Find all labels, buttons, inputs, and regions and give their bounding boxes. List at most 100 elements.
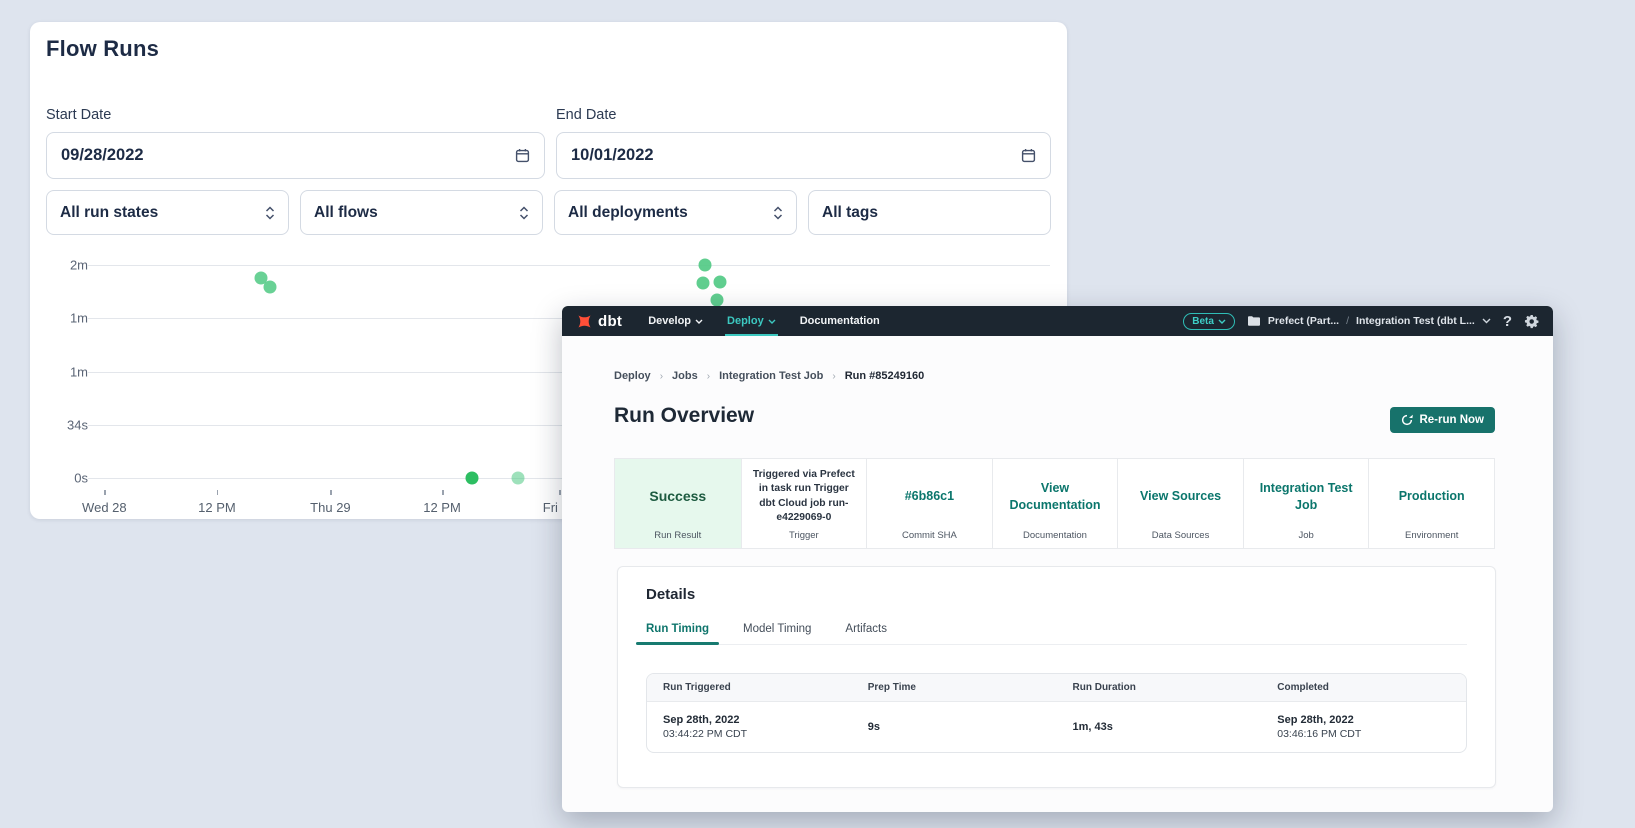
status-card-label: Environment xyxy=(1405,530,1459,541)
status-card-environment[interactable]: Production Environment xyxy=(1368,459,1494,548)
breadcrumb-item[interactable]: Jobs xyxy=(672,370,698,382)
dbt-nav-items: Develop Deploy Documentation xyxy=(648,306,904,336)
cell-date: Sep 28th, 2022 xyxy=(1277,714,1354,726)
settings-gear-icon[interactable] xyxy=(1524,314,1539,329)
status-card-value[interactable]: #6b86c1 xyxy=(904,489,955,504)
column-header: Run Duration xyxy=(1072,682,1136,693)
chevron-updown-icon xyxy=(773,205,783,220)
status-card-label: Run Result xyxy=(654,530,702,541)
filter-select-run-states[interactable]: All run states xyxy=(46,190,289,235)
flow-run-data-point[interactable] xyxy=(263,280,277,294)
chart-gridline xyxy=(88,265,1050,266)
help-icon[interactable]: ? xyxy=(1502,312,1512,330)
y-axis-tick-label: 34s xyxy=(67,417,88,433)
nav-item-develop[interactable]: Develop xyxy=(648,306,703,336)
chevron-down-icon xyxy=(1218,319,1226,324)
status-card-value[interactable]: Integration Test Job xyxy=(1259,481,1353,512)
flow-run-data-point[interactable] xyxy=(696,276,710,290)
breadcrumb-item: Run #85249160 xyxy=(844,370,925,382)
table-cell: 9s xyxy=(852,721,1057,733)
flow-run-data-point[interactable] xyxy=(511,471,525,485)
details-card: Details Run Timing Model Timing Artifacts … xyxy=(617,566,1496,788)
status-card-label: Documentation xyxy=(1023,530,1087,541)
breadcrumb-separator-icon: › xyxy=(659,370,664,382)
dbt-logo-text: dbt xyxy=(598,312,623,330)
status-card-documentation[interactable]: View Documentation Documentation xyxy=(991,459,1118,548)
tab-run-timing[interactable]: Run Timing xyxy=(635,623,720,645)
status-card-trigger: Triggered via Prefect in task run Trigge… xyxy=(740,459,867,548)
chevron-updown-icon xyxy=(519,205,529,220)
details-title: Details xyxy=(646,586,696,603)
dbt-top-nav: dbt Develop Deploy Documentation Beta Pref… xyxy=(562,306,1553,336)
run-timing-table: Run Triggered Prep Time Run Duration Comple… xyxy=(646,673,1467,753)
filter-value: All flows xyxy=(314,203,378,221)
account-project-switcher[interactable]: Prefect (Part... / Integration Test (dbt… xyxy=(1247,315,1491,327)
x-axis-tick xyxy=(330,490,332,495)
table-cell: 1m, 43s xyxy=(1057,721,1262,733)
filter-select-flows[interactable]: All flows xyxy=(300,190,543,235)
chevron-updown-icon xyxy=(265,205,275,220)
status-card-label: Data Sources xyxy=(1151,530,1210,541)
tab-model-timing[interactable]: Model Timing xyxy=(743,623,812,635)
account-name[interactable]: Prefect (Part... xyxy=(1267,315,1340,327)
rerun-now-button[interactable]: Re-run Now xyxy=(1390,407,1495,433)
status-card-value: Triggered via Prefect in task run Trigge… xyxy=(752,468,855,523)
calendar-icon[interactable] xyxy=(515,148,530,163)
start-date-label: Start Date xyxy=(46,107,112,123)
status-card-value[interactable]: Production xyxy=(1398,489,1465,504)
y-axis-tick-label: 0s xyxy=(74,470,88,486)
start-date-input[interactable]: 09/28/2022 xyxy=(46,132,545,179)
x-axis-tick-label: 12 PM xyxy=(423,500,461,515)
cell-value: 1m, 43s xyxy=(1072,721,1113,733)
flow-runs-panel: Flow Runs Start Date End Date 09/28/2022… xyxy=(30,22,1067,519)
status-card-value: Success xyxy=(649,488,707,505)
tab-artifacts[interactable]: Artifacts xyxy=(845,623,887,635)
calendar-icon[interactable] xyxy=(1021,148,1036,163)
filter-select-tags[interactable]: All tags xyxy=(808,190,1051,235)
status-card-value[interactable]: View Sources xyxy=(1140,489,1222,504)
column-header: Run Triggered xyxy=(663,682,731,693)
crumb-separator: / xyxy=(1346,315,1350,327)
dbt-logo-icon xyxy=(578,314,591,328)
dbt-cloud-window: dbt Develop Deploy Documentation Beta Pref… xyxy=(562,306,1553,812)
end-date-input[interactable]: 10/01/2022 xyxy=(556,132,1051,179)
x-axis-tick xyxy=(559,490,561,495)
beta-label: Beta xyxy=(1192,315,1214,327)
flow-run-data-point[interactable] xyxy=(698,258,712,272)
chevron-updown-icon xyxy=(265,205,275,220)
beta-dropdown[interactable]: Beta xyxy=(1183,312,1235,330)
status-card-label: Commit SHA xyxy=(901,530,957,541)
filter-select-deployments[interactable]: All deployments xyxy=(554,190,797,235)
x-axis-tick xyxy=(442,490,444,495)
chevron-updown-icon xyxy=(519,205,529,220)
x-axis-tick-label: Wed 28 xyxy=(82,500,127,515)
flow-run-data-point[interactable] xyxy=(710,293,724,307)
dbt-logo[interactable]: dbt xyxy=(576,313,622,330)
status-card-data-sources[interactable]: View Sources Data Sources xyxy=(1117,459,1243,548)
x-axis-tick-label: 12 PM xyxy=(198,500,236,515)
table-cell: Sep 28th, 2022 03:44:22 PM CDT xyxy=(647,714,852,740)
flow-runs-title: Flow Runs xyxy=(46,36,160,61)
status-card-job[interactable]: Integration Test Job Job xyxy=(1242,459,1369,548)
flow-run-data-point[interactable] xyxy=(465,471,479,485)
nav-item-label: Documentation xyxy=(799,315,880,327)
breadcrumb-item[interactable]: Integration Test Job xyxy=(719,370,824,382)
y-axis-tick-label: 2m xyxy=(69,257,88,273)
chevron-down-icon xyxy=(695,319,703,324)
cell-date: Sep 28th, 2022 xyxy=(663,714,740,726)
breadcrumb-item[interactable]: Deploy xyxy=(614,370,651,382)
status-card-run-result: Success Run Result xyxy=(615,459,741,548)
cell-time: 03:44:22 PM CDT xyxy=(663,728,748,740)
dbt-header-right: Beta Prefect (Part... / Integration Test… xyxy=(1183,312,1539,330)
nav-item-deploy[interactable]: Deploy xyxy=(725,306,778,336)
cell-value: 9s xyxy=(867,721,880,733)
nav-item-documentation[interactable]: Documentation xyxy=(800,306,880,336)
project-name[interactable]: Integration Test (dbt L... xyxy=(1356,315,1475,327)
chevron-down-icon xyxy=(768,319,776,324)
rerun-now-label: Re-run Now xyxy=(1419,414,1484,426)
status-card-value[interactable]: View Documentation xyxy=(1009,481,1101,512)
table-cell: Sep 28th, 2022 03:46:16 PM CDT xyxy=(1261,714,1466,740)
flow-run-data-point[interactable] xyxy=(713,275,727,289)
status-card-commit-sha[interactable]: #6b86c1 Commit SHA xyxy=(866,459,992,548)
status-card-label: Job xyxy=(1298,530,1314,541)
